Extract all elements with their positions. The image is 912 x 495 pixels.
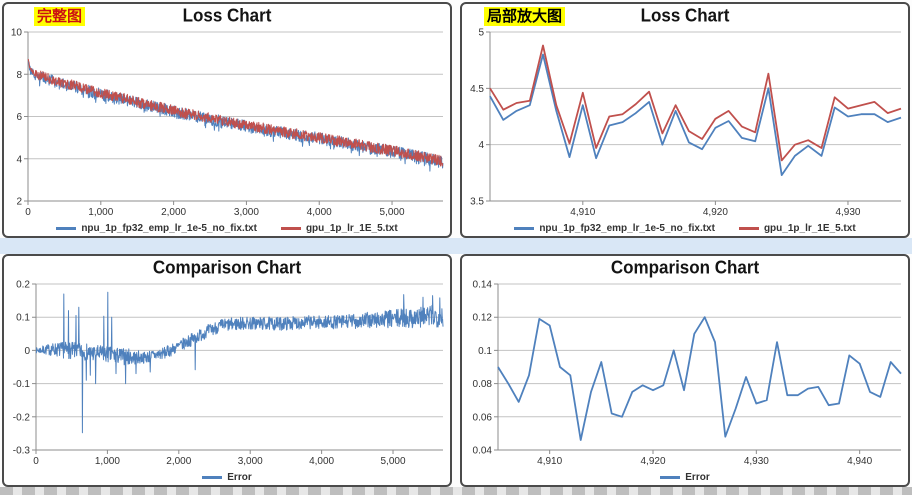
loss-chart-full-plot: 2 4 6 8 10 0 1,000 2,000 3,000 4,000 5,000 <box>11 28 444 218</box>
svg-text:4: 4 <box>16 154 22 165</box>
svg-text:8: 8 <box>16 70 22 81</box>
svg-text:5: 5 <box>478 28 484 39</box>
svg-text:4,930: 4,930 <box>744 456 769 467</box>
svg-text:4,940: 4,940 <box>847 456 872 467</box>
comparison-chart-full-title: Comparison Chart <box>152 257 302 278</box>
loss-chart-zoom-plot: 3.5 4 4.5 5 4,910 4,920 4,930 <box>470 28 902 218</box>
svg-text:0.06: 0.06 <box>473 412 493 423</box>
comparison-chart-zoom-panel: Comparison Chart 0.04 0.06 0.08 0.1 0.12 0.14… <box>460 254 910 487</box>
error-series-label: Error <box>227 471 252 483</box>
svg-text:5,000: 5,000 <box>380 207 405 218</box>
svg-text:0.04: 0.04 <box>473 446 493 457</box>
full-view-label: 完整图 <box>34 7 86 26</box>
gpu-series-label: gpu_1p_lr_1E_5.txt <box>763 222 856 234</box>
loss-chart-zoom-legend: npu_1p_fp32_emp_lr_1e-5_no_fix.txt gpu_1… <box>462 220 908 236</box>
comparison-chart-full-plot: -0.3 -0.2 -0.1 0 0.1 0.2 0 1,000 2,000 3,000 4,000… <box>13 280 444 467</box>
bottom-marquee <box>0 487 912 495</box>
svg-text:2,000: 2,000 <box>166 456 191 467</box>
loss-chart-zoom-panel: 局部放大图 Loss Chart 3.5 4 4.5 5 4,910 4,920 4,930… <box>460 2 910 238</box>
svg-text:2,000: 2,000 <box>161 207 186 218</box>
svg-text:-0.3: -0.3 <box>13 446 31 457</box>
gpu-series-label: gpu_1p_lr_1E_5.txt <box>305 222 398 234</box>
comparison-chart-zoom-title: Comparison Chart <box>610 257 760 278</box>
npu-series-swatch <box>56 226 77 230</box>
svg-text:10: 10 <box>11 28 23 39</box>
legend-item-error: Error <box>660 471 710 483</box>
comparison-chart-full-panel: Comparison Chart -0.3 -0.2 -0.1 0 0.1 0.2 0 1,0… <box>2 254 452 487</box>
npu-series-label: npu_1p_fp32_emp_lr_1e-5_no_fix.txt <box>81 222 257 234</box>
svg-text:2: 2 <box>16 197 22 208</box>
gpu-series-swatch <box>280 226 301 230</box>
legend-item-npu: npu_1p_fp32_emp_lr_1e-5_no_fix.txt <box>514 223 715 234</box>
npu-series-swatch <box>514 226 535 230</box>
svg-text:0.14: 0.14 <box>473 280 493 291</box>
npu-series-label: npu_1p_fp32_emp_lr_1e-5_no_fix.txt <box>539 222 715 234</box>
svg-text:0: 0 <box>33 456 39 467</box>
svg-text:4,920: 4,920 <box>640 456 665 467</box>
svg-text:1,000: 1,000 <box>88 207 113 218</box>
svg-text:3.5: 3.5 <box>470 197 484 208</box>
loss-chart-full-title: Loss Chart <box>182 5 272 26</box>
comparison-chart-zoom-plot: 0.04 0.06 0.08 0.1 0.12 0.14 4,910 4,920 4,930 4,… <box>473 280 902 467</box>
gpu-series-swatch <box>738 226 759 230</box>
svg-text:4,920: 4,920 <box>703 207 728 218</box>
legend-item-npu: npu_1p_fp32_emp_lr_1e-5_no_fix.txt <box>56 223 257 234</box>
error-series-swatch <box>202 475 223 479</box>
svg-text:0.2: 0.2 <box>16 280 30 291</box>
bottom-row: Comparison Chart -0.3 -0.2 -0.1 0 0.1 0.2 0 1,0… <box>0 254 912 487</box>
error-series-label: Error <box>685 471 710 483</box>
svg-text:0.12: 0.12 <box>473 313 493 324</box>
zoom-view-label: 局部放大图 <box>484 7 566 26</box>
legend-item-gpu: gpu_1p_lr_1E_5.txt <box>280 222 398 234</box>
svg-text:4,910: 4,910 <box>570 207 595 218</box>
svg-text:-0.1: -0.1 <box>13 379 31 390</box>
svg-text:4,930: 4,930 <box>835 207 860 218</box>
error-series-swatch <box>660 475 681 479</box>
svg-text:0: 0 <box>25 207 31 218</box>
svg-text:0: 0 <box>24 346 30 357</box>
loss-chart-full-legend: npu_1p_fp32_emp_lr_1e-5_no_fix.txt gpu_1… <box>4 220 450 236</box>
loss-chart-full-panel: 完整图 Loss Chart 2 4 6 8 10 0 1,000 2,000 3,000 4,0… <box>2 2 452 238</box>
svg-text:0.08: 0.08 <box>473 379 493 390</box>
legend-item-gpu: gpu_1p_lr_1E_5.txt <box>738 222 856 234</box>
loss-chart-zoom-title: Loss Chart <box>640 5 730 26</box>
svg-text:6: 6 <box>16 112 22 123</box>
svg-text:4: 4 <box>478 140 484 151</box>
svg-text:3,000: 3,000 <box>234 207 259 218</box>
svg-text:4,910: 4,910 <box>537 456 562 467</box>
svg-text:0.1: 0.1 <box>16 313 30 324</box>
comparison-chart-full-legend: Error <box>4 469 450 485</box>
legend-item-error: Error <box>202 471 252 483</box>
svg-text:5,000: 5,000 <box>381 456 406 467</box>
comparison-chart-zoom-legend: Error <box>462 469 908 485</box>
svg-text:4.5: 4.5 <box>470 84 484 95</box>
svg-text:1,000: 1,000 <box>95 456 120 467</box>
svg-text:-0.2: -0.2 <box>13 412 31 423</box>
svg-text:4,000: 4,000 <box>307 207 332 218</box>
svg-text:3,000: 3,000 <box>238 456 263 467</box>
svg-text:0.1: 0.1 <box>478 346 492 357</box>
row-divider <box>0 238 912 254</box>
svg-text:4,000: 4,000 <box>309 456 334 467</box>
top-row: 完整图 Loss Chart 2 4 6 8 10 0 1,000 2,000 3,000 4,0… <box>0 2 912 238</box>
